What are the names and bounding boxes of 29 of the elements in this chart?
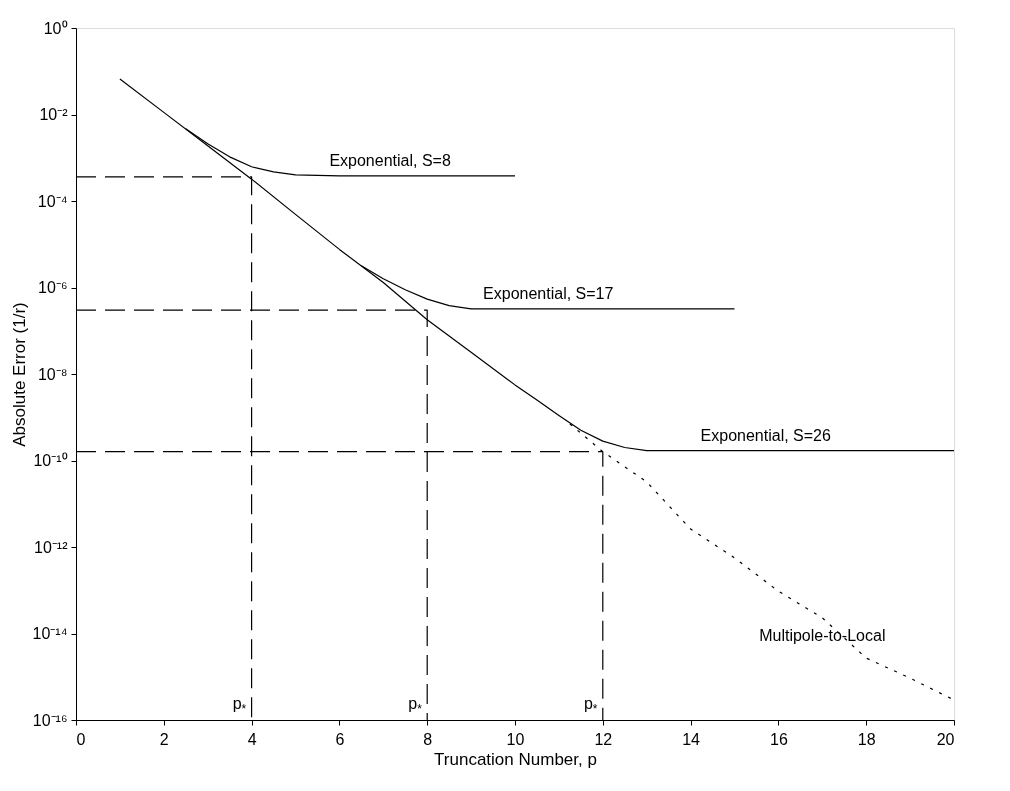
x-tick-label: 16 xyxy=(770,730,788,748)
y-tick-label: 10⁻² xyxy=(39,106,69,123)
x-tick-label: 6 xyxy=(335,730,345,748)
x-tick-label: 2 xyxy=(159,730,169,748)
series-label: Multipole-to-Local xyxy=(759,626,886,644)
y-tick-label: 10⁻⁴ xyxy=(37,192,68,210)
x-tick-label: 12 xyxy=(594,730,613,748)
y-tick-label: 10⁰ xyxy=(43,19,68,37)
x-tick-label: 18 xyxy=(857,730,876,748)
y-axis-title: Absolute Error (1/r) xyxy=(9,302,29,447)
x-tick-label: 20 xyxy=(936,730,955,748)
y-tick-label: 10⁻¹² xyxy=(34,538,69,556)
annotation: p* xyxy=(408,694,423,716)
x-tick-label: 14 xyxy=(682,730,701,748)
x-axis-title: Truncation Number, p xyxy=(434,749,597,769)
x-tick-label: 8 xyxy=(423,730,433,748)
x-tick-label: 0 xyxy=(76,730,86,748)
y-tick-label: 10⁻⁸ xyxy=(37,365,68,383)
y-tick-label: 10⁻⁶ xyxy=(38,279,68,296)
x-tick-label: 4 xyxy=(247,730,257,748)
y-tick-label: 10⁻¹⁶ xyxy=(32,711,68,729)
annotation: p* xyxy=(232,694,247,716)
series-label: Exponential, S=17 xyxy=(483,284,614,302)
series-label: Exponential, S=8 xyxy=(329,151,451,169)
annotation: p* xyxy=(583,694,598,716)
y-tick-label: 10⁻¹⁴ xyxy=(32,625,68,642)
series-label: Exponential, S=26 xyxy=(700,426,832,444)
y-tick-label: 10⁻¹⁰ xyxy=(33,452,68,469)
x-tick-label: 10 xyxy=(506,730,525,748)
